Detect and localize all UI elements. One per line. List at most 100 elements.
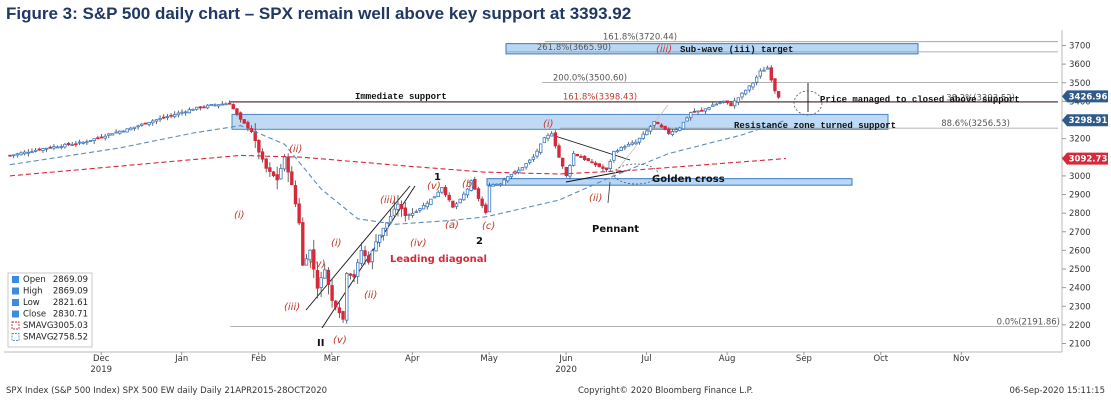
candle: [147, 122, 151, 125]
price-tag-shape: [1062, 114, 1108, 127]
price-tags: 3426.96 3298.91 3092.73: [1062, 90, 1108, 165]
immediate-support-label: Immediate support: [355, 92, 447, 102]
candle: [681, 121, 686, 130]
candle: [74, 143, 78, 146]
candle: [52, 146, 56, 149]
legend-swatch: [12, 276, 19, 283]
candle: [696, 110, 700, 113]
y-tick-label: 2300: [1069, 302, 1091, 312]
legend-box: [7, 272, 93, 348]
candle: [388, 215, 393, 223]
candle: [575, 154, 579, 157]
candle: [26, 151, 30, 154]
candle: [323, 269, 327, 279]
candle: [392, 208, 396, 216]
candle: [465, 188, 470, 196]
candle: [528, 159, 532, 163]
candle: [37, 148, 41, 151]
candle: [590, 161, 594, 164]
y-tick-label: 3700: [1069, 42, 1091, 52]
candle: [447, 194, 451, 201]
candle: [334, 300, 338, 308]
candle: [355, 262, 360, 277]
candle: [656, 121, 660, 125]
support-zones: [231, 43, 919, 186]
candle: [593, 162, 598, 166]
candle: [162, 116, 166, 119]
candle: [257, 140, 261, 153]
x-tick-sublabel: 2020: [555, 365, 577, 375]
candle: [140, 123, 144, 126]
candle: [674, 129, 678, 132]
wave-label: (iv): [309, 259, 326, 270]
candle: [571, 153, 576, 166]
fib-levels: 161.8%(3720.44)261.8%(3665.90) 200.0%(350…: [230, 33, 1060, 327]
candle: [615, 150, 620, 153]
candle: [96, 137, 100, 140]
legend-name: High: [23, 287, 43, 297]
candle: [524, 163, 528, 168]
pennant-arrow: [607, 181, 611, 204]
candle: [429, 198, 433, 205]
candle: [169, 114, 173, 117]
candle: [663, 125, 667, 130]
candle: [308, 249, 312, 261]
candle: [506, 176, 510, 182]
candle: [586, 158, 590, 162]
candle: [568, 165, 572, 177]
footer-timestamp: 06-Sep-2020 15:11:15: [1009, 386, 1105, 396]
candle: [582, 155, 587, 161]
candle: [114, 131, 118, 134]
candle: [773, 78, 777, 92]
x-tick-label: Jun: [558, 354, 572, 364]
candle: [110, 133, 115, 136]
candle: [487, 185, 492, 213]
wave-label: (i): [331, 238, 342, 249]
legend-value: 2869.09: [53, 287, 88, 297]
candle: [432, 196, 437, 199]
candle: [531, 156, 536, 160]
candle: [374, 241, 378, 252]
candle: [407, 213, 411, 216]
candle: [597, 163, 601, 168]
y-tick-label: 2400: [1069, 284, 1091, 294]
x-tick-label: Feb: [251, 354, 266, 364]
price-tag-label: 3092.73: [1069, 155, 1108, 165]
candle: [421, 205, 426, 210]
candle: [216, 104, 221, 107]
candle: [129, 127, 133, 131]
price-managed-label: Price managed to closed above support: [820, 95, 1020, 105]
x-tick-label: Mar: [324, 354, 341, 364]
candle: [264, 158, 268, 169]
candle: [381, 227, 386, 236]
candle: [158, 117, 162, 121]
candle: [268, 167, 272, 172]
candle: [619, 146, 623, 151]
candle: [341, 311, 345, 320]
candle: [765, 67, 770, 70]
candle: [608, 160, 612, 170]
candle: [132, 126, 137, 129]
legend-value: 2821.61: [53, 298, 88, 308]
smavg-line-red: [9, 154, 786, 177]
candle: [41, 148, 45, 151]
candle: [425, 202, 429, 208]
x-tick-label: May: [480, 354, 498, 364]
candle: [670, 131, 675, 136]
candle: [92, 138, 96, 142]
candle: [403, 207, 407, 217]
footer-source: SPX Index (S&P 500 Index) SPX 500 EW dai…: [6, 386, 328, 396]
candle: [495, 183, 499, 186]
candle: [637, 137, 642, 143]
candle: [235, 108, 239, 115]
price-tag: 3298.91: [1062, 114, 1108, 127]
candle: [143, 122, 148, 125]
candle: [348, 273, 353, 276]
legend-swatch: [11, 321, 20, 330]
candle: [718, 102, 722, 105]
wave-label: (i): [234, 210, 245, 221]
wave-label: (a): [445, 220, 459, 231]
legend-value: 2758.52: [53, 333, 88, 343]
candle: [667, 128, 671, 134]
candle: [703, 108, 708, 112]
